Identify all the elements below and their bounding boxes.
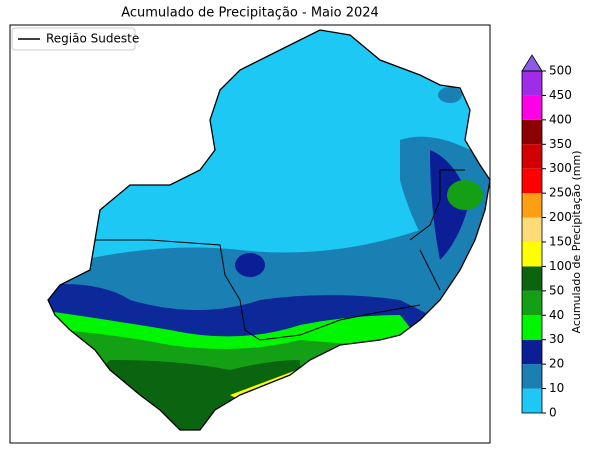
colorbar-extend (521, 54, 543, 72)
colorbar-segment (522, 266, 542, 291)
colorbar-label: Acumulado de Precipitação (mm) (570, 150, 583, 333)
colorbar-segment (522, 193, 542, 218)
colorbar-tick-label: 300 (549, 161, 572, 175)
colorbar-tick-label: 10 (549, 381, 564, 395)
colorbar-segment (522, 315, 542, 340)
colorbar-segment (522, 119, 542, 145)
colorbar-tick-label: 100 (549, 259, 572, 273)
colorbar-segment (522, 168, 542, 194)
colorbar-tick-label: 500 (549, 64, 572, 78)
colorbar-tick-label: 20 (549, 357, 564, 371)
colorbar-segment (522, 339, 542, 365)
colorbar-tick-label: 250 (549, 186, 572, 200)
colorbar-tick-label: 150 (549, 235, 572, 249)
colorbar-segment (522, 217, 542, 242)
colorbar-segment (522, 95, 542, 120)
colorbar-segment (522, 290, 542, 316)
legend-label: Região Sudeste (46, 32, 139, 46)
map-title: Acumulado de Precipitação - Maio 2024 (121, 6, 379, 21)
state-borders (95, 169, 465, 341)
colorbar-segment (522, 242, 542, 267)
colorbar-tick-label: 30 (549, 332, 564, 346)
colorbar-tick-label: 50 (549, 283, 564, 297)
colorbar-segment (522, 364, 542, 389)
colorbar-tick-label: 450 (549, 88, 572, 102)
colorbar-segment (522, 144, 542, 169)
colorbar-segment (522, 388, 542, 413)
legend-box (11, 27, 136, 51)
colorbar-tick-label: 400 (549, 112, 572, 126)
colorbar-tick-label: 0 (549, 406, 557, 420)
region-outline (47, 29, 491, 431)
colorbar-tick-label: 350 (549, 137, 572, 151)
colorbar-tick-label: 200 (549, 210, 572, 224)
colorbar-tick-label: 40 (549, 308, 564, 322)
colorbar-segment (522, 71, 542, 96)
